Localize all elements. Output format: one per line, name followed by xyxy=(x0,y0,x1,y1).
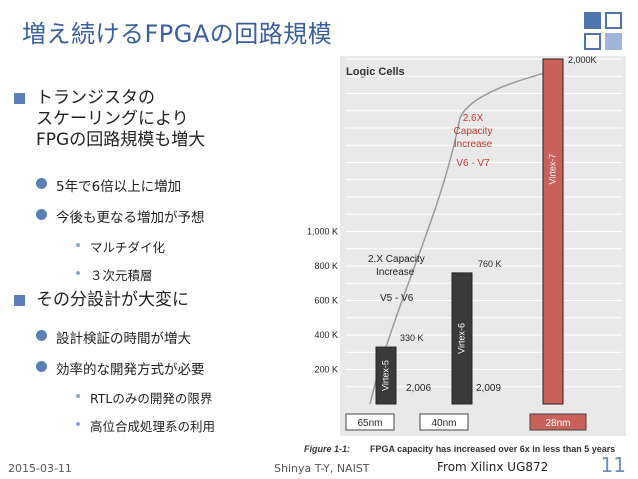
annotation-text: 2.X Capacity xyxy=(368,254,425,265)
annotation-text: 2.6X xyxy=(463,113,484,124)
sub-bullet-text: 今後も更なる増加が予想 xyxy=(56,210,205,226)
sub-bullet-item: 設計検証の時間が増大 xyxy=(36,327,191,347)
sub-bullet-item: 今後も更なる増加が予想 xyxy=(36,206,205,226)
bullet-text: スケーリングにより xyxy=(36,109,189,129)
small-bullet-icon xyxy=(76,243,80,247)
category-box xyxy=(529,413,587,431)
growth-arrow xyxy=(369,71,549,405)
bar xyxy=(375,346,397,405)
bar-value-label: 2,000K xyxy=(568,55,597,65)
bullet-text: FPGの回路規模も増大 xyxy=(36,130,206,150)
bars: Virtex-5 330 K Virtex-6 760 K Virtex-7 2,000K xyxy=(375,55,597,405)
square-bullet-icon xyxy=(14,295,25,306)
bullet-item: トランジスタの スケーリングにより FPGの回路規模も増大 xyxy=(14,88,206,151)
annotation-text: Increase xyxy=(454,139,493,150)
source-note: From Xilinx UG872 xyxy=(437,460,549,474)
annotation-text: V6 - V7 xyxy=(456,158,490,169)
sub-bullet-item: 効率的な開発方式が必要 xyxy=(36,358,205,378)
y-tick-label: 200 K xyxy=(314,365,338,375)
y-tick-label: 1,000 K xyxy=(307,227,338,237)
small-bullet-icon xyxy=(76,271,80,275)
annotation-text: Increase xyxy=(376,267,415,278)
bar xyxy=(451,272,473,405)
footer-author: Shinya T-Y, NAIST xyxy=(274,462,370,475)
sub-sub-bullet-item: RTLのみの開発の限界 xyxy=(76,388,213,407)
sub-bullet-text: 効率的な開発方式が必要 xyxy=(56,362,205,378)
round-bullet-icon xyxy=(36,178,47,189)
category-box xyxy=(345,413,395,431)
sub-sub-bullet-text: マルチダイ化 xyxy=(90,240,166,255)
category-label: 40nm xyxy=(431,418,456,429)
bullet-text: トランジスタの xyxy=(36,88,155,108)
bar-series-label: Virtex-5 xyxy=(380,360,390,391)
page-number: 11 xyxy=(600,453,626,477)
y-tick-label: 600 K xyxy=(314,296,338,306)
sub-sub-bullet-item: マルチダイ化 xyxy=(76,237,166,256)
square-bullet-icon xyxy=(14,93,25,104)
y-tick-label: 800 K xyxy=(314,261,338,271)
round-bullet-icon xyxy=(36,330,47,341)
sub-sub-bullet-text: RTLのみの開発の限界 xyxy=(90,391,213,406)
small-bullet-icon xyxy=(76,394,80,398)
category-box xyxy=(419,413,469,431)
sub-sub-bullet-text: ３次元積層 xyxy=(90,268,153,283)
bullet-text: その分設計が大変に xyxy=(36,290,189,310)
round-bullet-icon xyxy=(36,209,47,220)
chart-gridlines xyxy=(346,58,622,388)
small-bullet-icon xyxy=(76,422,80,426)
bar-value-label: 760 K xyxy=(478,259,502,269)
sub-bullet-text: 5年で6倍以上に増加 xyxy=(56,179,182,195)
bar xyxy=(542,58,564,405)
y-tick-label: 400 K xyxy=(314,330,338,340)
annotation-text: V5 - V6 xyxy=(380,293,414,304)
sub-sub-bullet-item: ３次元積層 xyxy=(76,265,153,284)
sub-sub-bullet-text: 高位合成処理系の利用 xyxy=(90,419,216,434)
bar-value-label: 330 K xyxy=(400,333,424,343)
round-bullet-icon xyxy=(36,361,47,372)
bar-series-label: Virtex-6 xyxy=(456,323,466,354)
sub-sub-bullet-item: 高位合成処理系の利用 xyxy=(76,416,216,435)
footer-date: 2015-03-11 xyxy=(8,462,72,475)
slide-title: 増え続けるFPGAの回路規模 xyxy=(22,20,333,48)
annotation-text: Capacity xyxy=(454,126,493,137)
year-label: 2,009 xyxy=(476,383,501,394)
sub-bullet-item: 5年で6倍以上に増加 xyxy=(36,175,182,195)
x-axis-categories: 65nm 40nm 28nm xyxy=(345,413,587,431)
sub-bullet-text: 設計検証の時間が増大 xyxy=(56,331,191,347)
annotation-v6v7: 2.6X Capacity Increase V6 - V7 xyxy=(454,113,493,169)
year-label: 2,006 xyxy=(406,383,431,394)
category-label: 28nm xyxy=(545,418,570,429)
bar-series-label: Virtex-7 xyxy=(547,154,557,185)
category-label: 65nm xyxy=(357,418,382,429)
chart-title: Logic Cells xyxy=(346,66,405,78)
caption-text: FPGA capacity has increased over 6x in l… xyxy=(370,444,615,454)
logo-icon xyxy=(584,12,624,54)
y-axis-ticks: 200 K 400 K 600 K 800 K 1,000 K xyxy=(307,227,338,375)
bullet-item: その分設計が大変に xyxy=(14,290,189,311)
caption-label: Figure 1-1: xyxy=(304,444,350,454)
annotation-v5v6: 2.X Capacity Increase V5 - V6 xyxy=(368,254,425,304)
